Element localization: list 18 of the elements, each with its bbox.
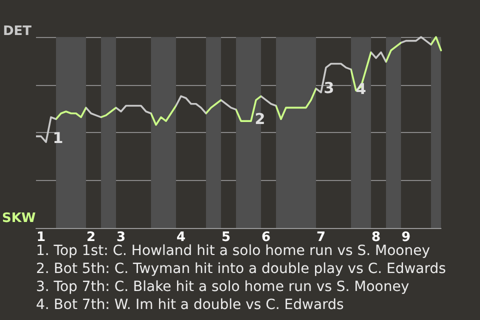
x-tick-label: 5 bbox=[221, 230, 231, 245]
x-tick-label: 4 bbox=[176, 230, 186, 245]
text: 3. Top 7th: C. Blake hit a solo home run vs S. Mooney bbox=[36, 279, 410, 295]
text: 1. Top 1st: C. Howland hit a solo home run vs S. Mooney bbox=[36, 243, 430, 259]
text: SKW bbox=[2, 211, 36, 226]
x-tick-label: 2 bbox=[86, 230, 96, 245]
x-tick-label: 7 bbox=[316, 230, 326, 245]
x-tick-label: 8 bbox=[371, 230, 381, 245]
text: 4. Bot 7th: W. Im hit a double vs C. Edwards bbox=[36, 297, 344, 313]
annotation: 2 bbox=[254, 110, 266, 128]
x-tick-label: 1 bbox=[36, 230, 46, 245]
text: DET bbox=[3, 24, 32, 39]
x-tick-label: 6 bbox=[261, 230, 271, 245]
x-tick-label: 3 bbox=[116, 230, 126, 245]
text: 2. Bot 5th: C. Twyman hit into a double play vs C. Edwards bbox=[36, 261, 446, 277]
annotation: 3 bbox=[324, 79, 334, 97]
annotation: 1 bbox=[52, 129, 64, 147]
x-tick-label: 9 bbox=[401, 230, 411, 245]
